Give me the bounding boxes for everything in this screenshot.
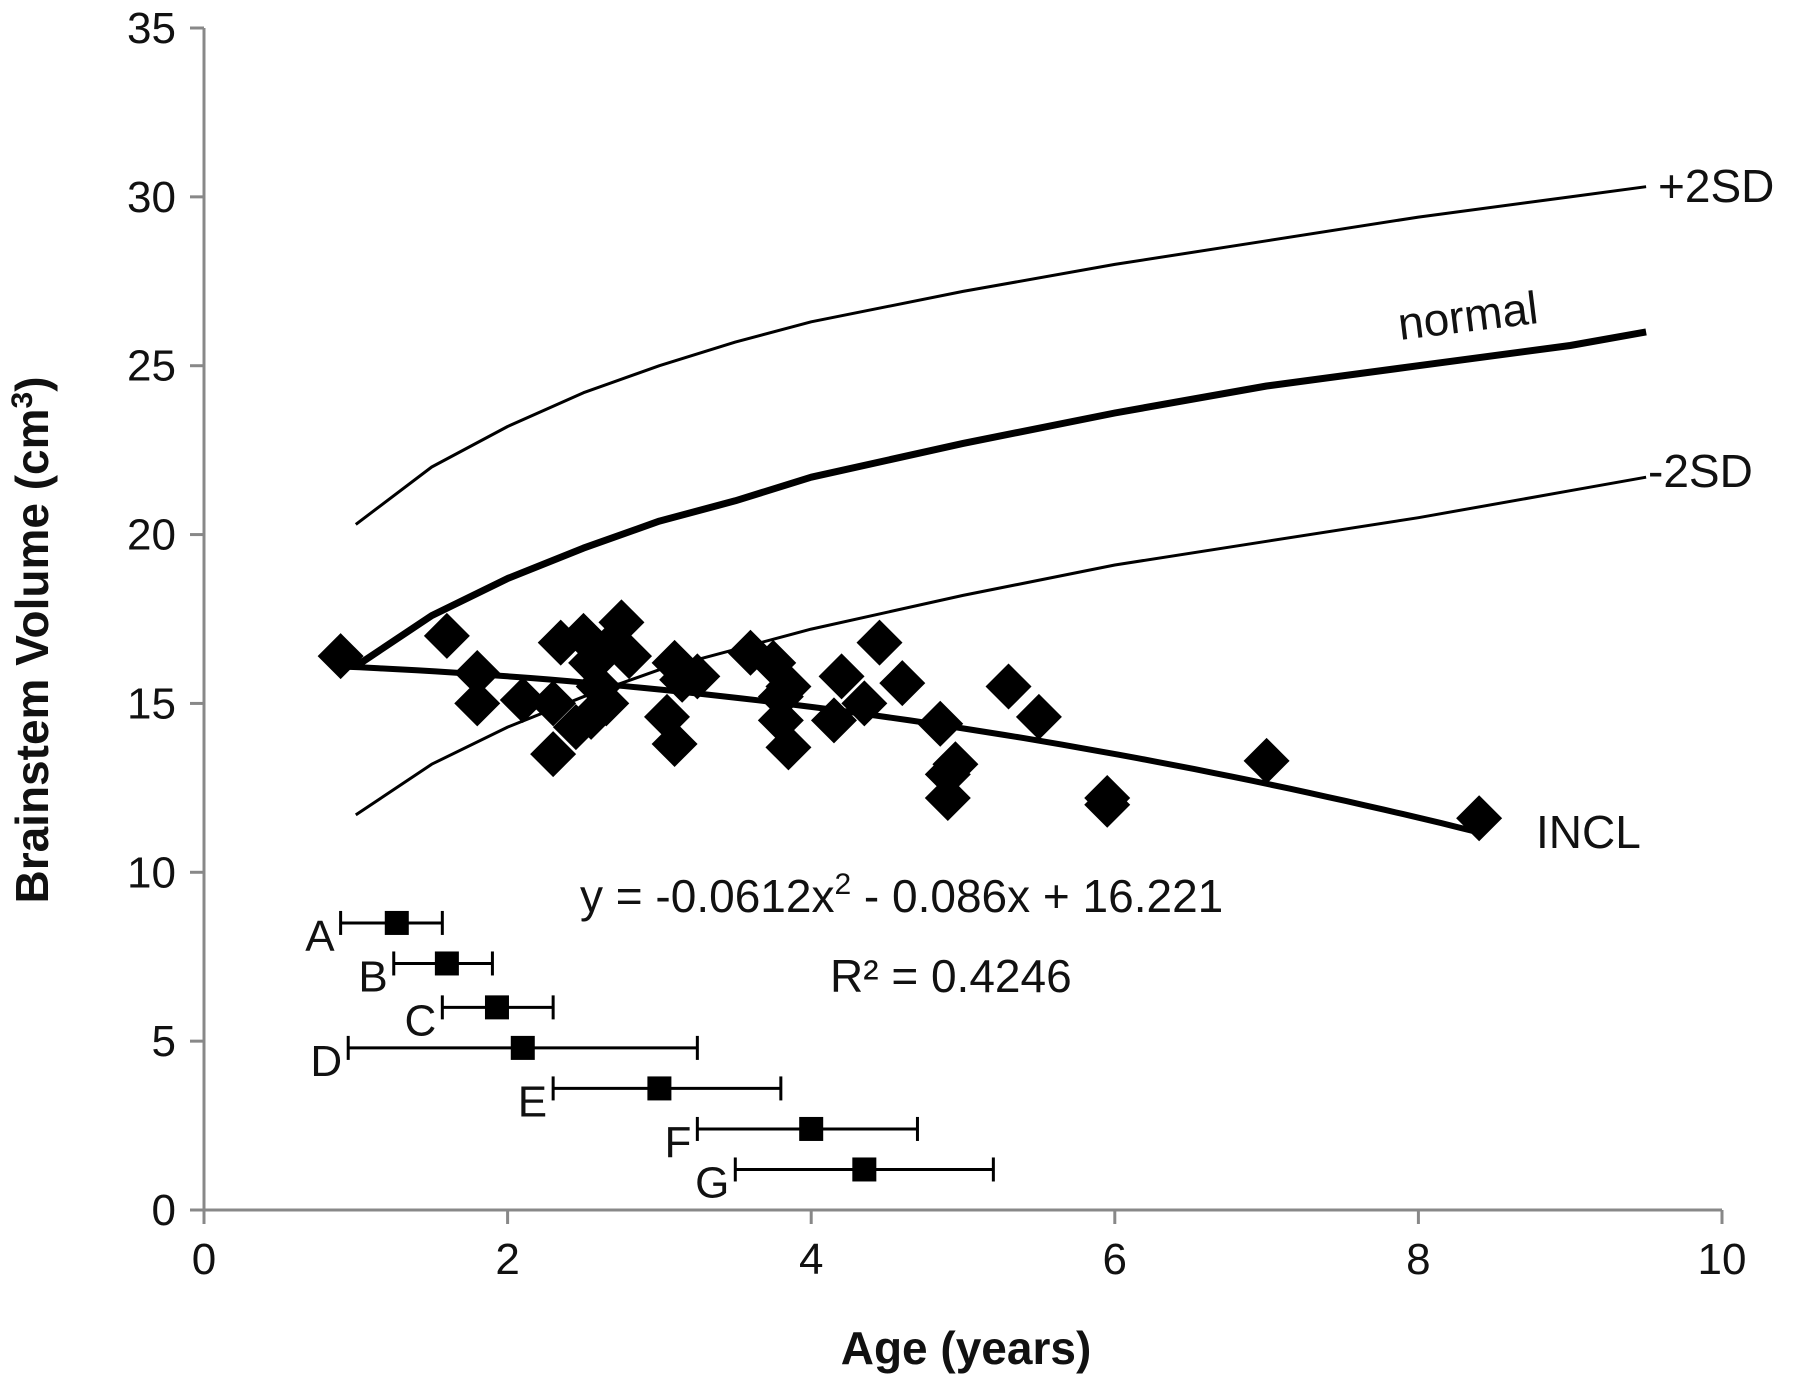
data-point: [924, 774, 971, 821]
error-group-b: B: [358, 951, 494, 1001]
minus-2sd-curve: [354, 475, 1647, 817]
plus-2sd-label: +2SD: [1658, 160, 1774, 212]
data-point: [917, 700, 964, 747]
group-mean-marker: [484, 995, 509, 1020]
y-tick-label: 20: [127, 511, 176, 560]
x-tick-label: 6: [1103, 1235, 1127, 1284]
data-point: [810, 697, 857, 744]
x-ticks: 0 2 4 6 8 10: [192, 1210, 1747, 1284]
minus-2sd-label: -2SD: [1648, 445, 1753, 497]
data-point: [499, 677, 546, 724]
error-group-d: D: [310, 1035, 699, 1086]
y-axis-title-main: Brainstem Volume (cm: [6, 408, 58, 903]
data-point: [1084, 781, 1131, 828]
equation-part-2: - 0.086x + 16.221: [851, 870, 1223, 922]
x-tick-label: 10: [1698, 1235, 1747, 1284]
data-point: [985, 663, 1032, 710]
group-mean-marker: [434, 951, 459, 976]
data-point: [932, 741, 979, 788]
plus-2sd-curve: [354, 185, 1647, 526]
group-label: B: [358, 952, 387, 1001]
y-axis-title-superscript: 3: [6, 392, 39, 409]
y-tick-label: 5: [152, 1017, 176, 1066]
data-point: [530, 731, 577, 778]
data-point: [606, 633, 653, 680]
error-group-c: C: [405, 995, 555, 1045]
y-axis-title: Brainstem Volume (cm3): [6, 376, 58, 903]
equation-superscript: 2: [834, 868, 851, 901]
r-squared: R² = 0.4246: [830, 950, 1072, 1002]
incl-label: INCL: [1536, 806, 1641, 858]
group-mean-marker: [647, 1076, 672, 1101]
data-point: [856, 619, 903, 666]
y-tick-label: 30: [127, 173, 176, 222]
incl-data-points: [317, 599, 1503, 842]
y-tick-label: 25: [127, 342, 176, 391]
error-group-e: E: [518, 1076, 783, 1126]
trend-equation: y = -0.0612x2 - 0.086x + 16.221: [580, 868, 1223, 922]
x-tick-label: 8: [1406, 1235, 1430, 1284]
group-error-bars: ABC D E FG: [305, 910, 995, 1207]
data-point: [317, 633, 364, 680]
data-point: [423, 612, 470, 659]
data-point: [1456, 795, 1503, 842]
data-point: [1243, 737, 1290, 784]
x-tick-label: 4: [799, 1235, 823, 1284]
trend-line: [340, 663, 1480, 836]
x-tick-label: 2: [495, 1235, 519, 1284]
group-label: D: [310, 1037, 342, 1086]
x-axis-title: Age (years): [841, 1322, 1092, 1374]
group-mean-marker: [510, 1035, 535, 1060]
data-point: [454, 680, 501, 727]
group-mean-marker: [799, 1116, 824, 1141]
axes: 0 2 4 6 8 10 0 5 10 15 20 25 30 35: [127, 4, 1746, 1284]
group-mean-marker: [852, 1157, 877, 1182]
normal-curve: [353, 328, 1647, 670]
data-point: [818, 653, 865, 700]
group-label: A: [305, 912, 335, 961]
data-point: [879, 660, 926, 707]
y-tick-label: 15: [127, 679, 176, 728]
group-label: E: [518, 1077, 547, 1126]
group-label: C: [405, 996, 437, 1045]
data-point: [454, 650, 501, 697]
y-axis-title-close: ): [6, 376, 58, 391]
data-point: [583, 680, 630, 727]
data-point: [1015, 693, 1062, 740]
y-tick-label: 35: [127, 4, 176, 53]
incl-trend-line: [340, 663, 1480, 836]
data-point: [765, 663, 812, 710]
data-point: [651, 720, 698, 767]
data-point: [841, 680, 888, 727]
y-tick-label: 10: [127, 848, 176, 897]
error-group-f: F: [664, 1116, 919, 1167]
x-tick-label: 0: [192, 1235, 216, 1284]
error-group-g: G: [695, 1157, 995, 1207]
data-point: [765, 724, 812, 771]
group-label: G: [695, 1158, 729, 1207]
group-mean-marker: [384, 910, 409, 935]
y-tick-label: 0: [152, 1186, 176, 1235]
equation-part-1: y = -0.0612x: [580, 870, 834, 922]
data-point: [530, 680, 577, 727]
data-point: [674, 653, 721, 700]
group-label: F: [664, 1118, 691, 1167]
data-point: [598, 599, 645, 646]
y-ticks: 0 5 10 15 20 25 30 35: [127, 4, 204, 1235]
normal-curve-label: normal: [1395, 281, 1541, 350]
reference-curves: [353, 185, 1647, 817]
error-group-a: A: [305, 910, 444, 961]
